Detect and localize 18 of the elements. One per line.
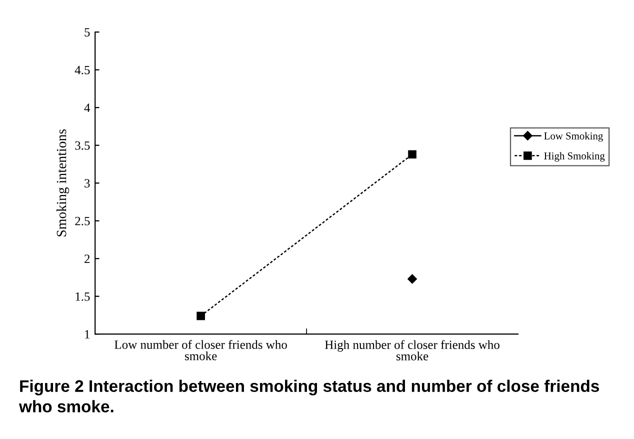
y-tick-label: 3.5 [75,141,90,150]
point [408,150,416,159]
caption: Figure 2 Interaction between smoking status and number of close friends who smoke. [18,380,599,412]
y-tick-label: 2 [84,254,90,263]
legend-label: High Smoking [544,152,605,162]
point [196,312,205,320]
y-tick-label: 3 [84,179,90,188]
x-tick-label: High number of closer friends who smoke [324,340,500,360]
y-tick-label: 4.5 [74,66,90,74]
y-tick-label: 1.5 [76,292,90,301]
y-axis-title: Smoking intentions [56,129,70,236]
y-tick-label: 1 [85,330,90,338]
y-tick-label: 2.5 [75,216,90,226]
x-tick-label: Low number of closer friends who smoke [114,340,287,360]
point [408,274,417,284]
y-tick-label: 4 [84,104,90,112]
y-tick-label: 5 [84,28,90,37]
legend-label: Low Smoking [544,132,603,142]
